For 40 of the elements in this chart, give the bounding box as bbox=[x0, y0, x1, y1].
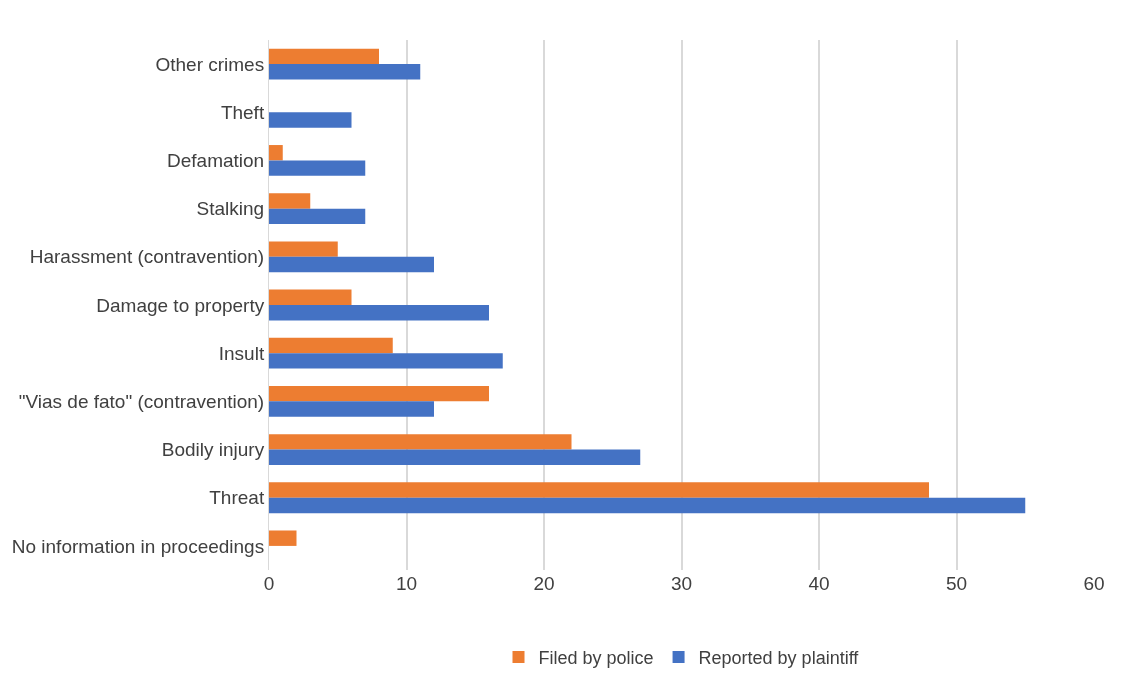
x-tick-label: 0 bbox=[263, 573, 275, 594]
bar bbox=[269, 385, 489, 402]
bar bbox=[269, 305, 489, 321]
y-tick-label: Harassment (contravention) bbox=[29, 246, 265, 268]
bar bbox=[269, 193, 311, 209]
legend-label: Reported by plaintiff bbox=[698, 648, 860, 669]
legend-label: Filed by police bbox=[538, 648, 654, 669]
bar bbox=[269, 160, 366, 176]
bar bbox=[269, 497, 1026, 514]
y-tick-label: Other crimes bbox=[155, 53, 265, 75]
y-tick-label: Threat bbox=[209, 487, 265, 509]
bar bbox=[269, 353, 503, 369]
bar bbox=[269, 337, 393, 354]
y-tick-label: No information in proceedings bbox=[11, 535, 265, 557]
bar bbox=[269, 48, 379, 65]
bar bbox=[269, 256, 434, 273]
x-tick-label: 60 bbox=[1083, 573, 1105, 594]
y-tick-label: Stalking bbox=[196, 198, 265, 220]
x-tick-label: 20 bbox=[533, 573, 555, 594]
y-tick-label: "Vias de fato" (contravention) bbox=[18, 391, 265, 413]
bar bbox=[269, 401, 434, 417]
bar bbox=[269, 145, 283, 161]
x-tick-label: 30 bbox=[670, 573, 693, 594]
y-tick-label: Bodily injury bbox=[161, 439, 265, 461]
y-tick-label: Insult bbox=[218, 342, 265, 364]
bar bbox=[269, 112, 352, 128]
y-tick-label: Theft bbox=[220, 101, 265, 123]
y-tick-label: Damage to property bbox=[96, 294, 265, 316]
bar bbox=[269, 241, 338, 257]
x-tick-label: 40 bbox=[808, 573, 830, 594]
bar bbox=[269, 208, 366, 225]
x-tick-label: 50 bbox=[945, 573, 968, 594]
bar bbox=[269, 64, 421, 80]
bar bbox=[269, 482, 929, 498]
y-tick-label: Defamation bbox=[167, 150, 265, 172]
bar bbox=[269, 434, 572, 450]
bar bbox=[269, 449, 641, 465]
bar bbox=[269, 289, 352, 305]
bar bbox=[269, 530, 297, 546]
x-tick-label: 10 bbox=[395, 573, 418, 594]
